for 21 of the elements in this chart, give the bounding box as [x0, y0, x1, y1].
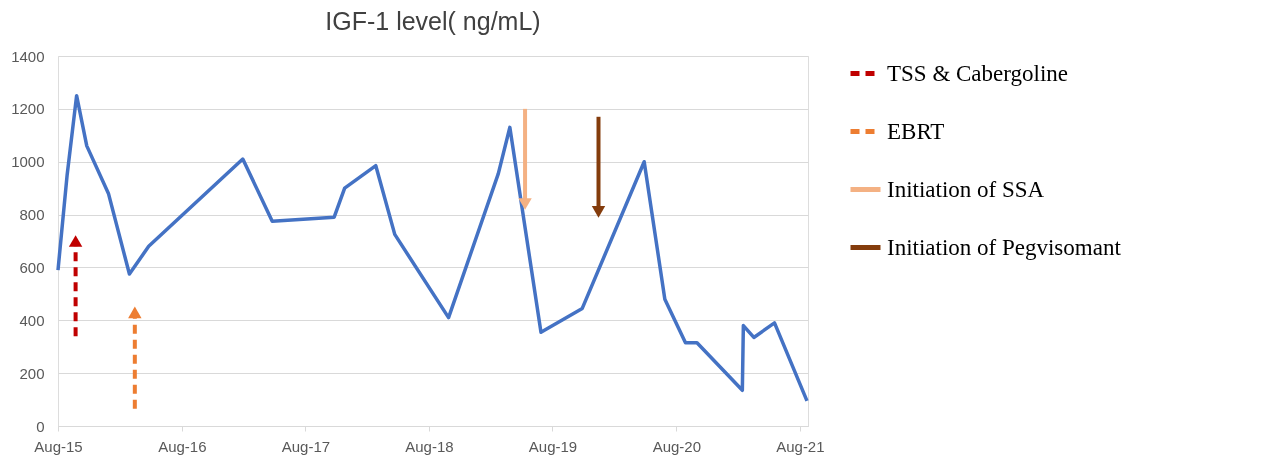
- x-tick-label: Aug-19: [528, 437, 578, 455]
- y-tick-label: 1400: [11, 47, 45, 65]
- legend-label: TSS & Cabergoline: [887, 60, 1069, 86]
- x-tick-label: Aug-21: [776, 437, 825, 455]
- chart-title: IGF-1 level( ng/mL): [325, 7, 541, 35]
- y-tick-label: 800: [19, 206, 45, 224]
- x-tick-label: Aug-18: [405, 437, 454, 455]
- x-tick-label: Aug-20: [652, 437, 702, 455]
- x-tick-label: Aug-16: [158, 437, 207, 455]
- legend-label: Initiation of Pegvisomant: [887, 234, 1122, 260]
- y-tick-label: 1000: [11, 153, 45, 171]
- x-tick-label: Aug-15: [34, 437, 83, 455]
- line-series: [56, 93, 809, 403]
- y-tick-label: 1200: [11, 100, 45, 118]
- legend-label: EBRT: [887, 118, 945, 144]
- y-tick-label: 400: [19, 311, 45, 329]
- y-tick-label: 0: [36, 417, 45, 435]
- y-tick-label: 200: [19, 364, 45, 382]
- y-tick-label: 600: [19, 258, 45, 276]
- x-tick-label: Aug-17: [281, 437, 331, 455]
- legend-label: Initiation of SSA: [887, 176, 1045, 202]
